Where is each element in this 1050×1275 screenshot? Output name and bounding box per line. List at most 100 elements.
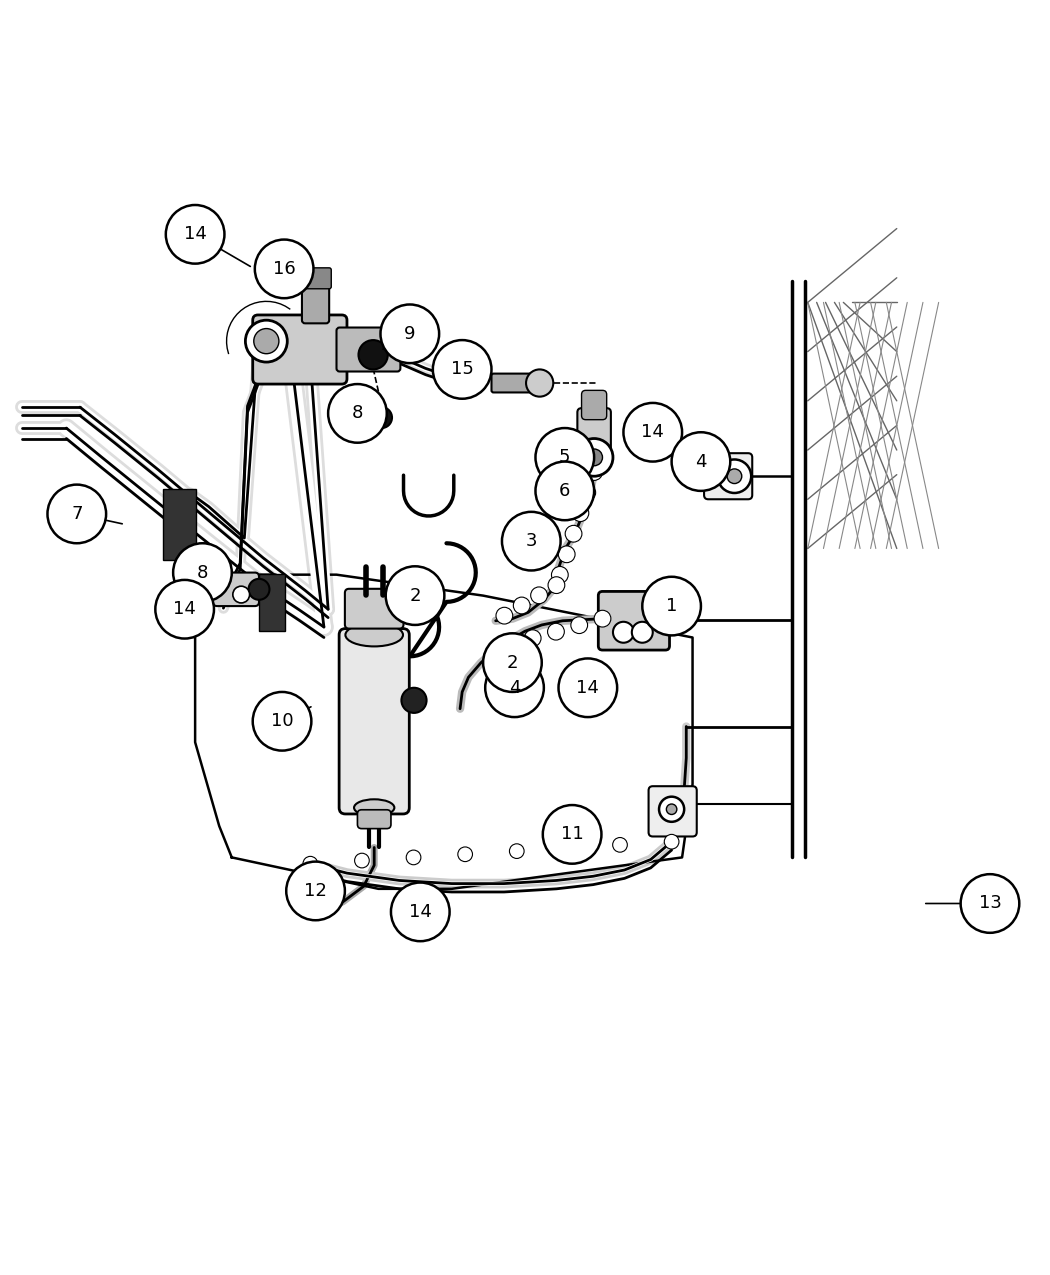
Circle shape: [624, 403, 682, 462]
Circle shape: [255, 240, 314, 298]
Circle shape: [328, 384, 386, 442]
Circle shape: [253, 692, 312, 751]
Text: 16: 16: [273, 260, 295, 278]
Text: 4: 4: [509, 678, 521, 696]
Bar: [163, 488, 196, 560]
Circle shape: [355, 853, 370, 868]
Circle shape: [406, 850, 421, 864]
Circle shape: [718, 459, 751, 493]
Circle shape: [358, 340, 387, 370]
Ellipse shape: [345, 623, 403, 646]
Circle shape: [543, 805, 602, 863]
Circle shape: [173, 543, 232, 602]
Text: 12: 12: [304, 882, 327, 900]
Text: 4: 4: [695, 453, 707, 470]
Circle shape: [572, 505, 589, 521]
Circle shape: [594, 611, 611, 627]
Text: 8: 8: [196, 564, 208, 581]
Circle shape: [526, 370, 553, 397]
Text: 2: 2: [410, 586, 421, 604]
Circle shape: [155, 580, 214, 639]
Circle shape: [502, 511, 561, 570]
FancyBboxPatch shape: [649, 787, 697, 836]
Circle shape: [249, 579, 270, 599]
FancyBboxPatch shape: [705, 453, 752, 500]
Circle shape: [513, 597, 530, 613]
Circle shape: [536, 462, 594, 520]
Circle shape: [571, 617, 588, 634]
Circle shape: [380, 305, 439, 363]
Circle shape: [586, 449, 603, 465]
FancyBboxPatch shape: [491, 374, 536, 393]
Circle shape: [391, 882, 449, 941]
Text: 3: 3: [526, 532, 537, 550]
Circle shape: [672, 432, 730, 491]
Circle shape: [509, 844, 524, 858]
FancyBboxPatch shape: [344, 589, 403, 629]
Circle shape: [565, 525, 582, 542]
FancyBboxPatch shape: [253, 315, 346, 384]
Text: 14: 14: [576, 678, 600, 696]
FancyBboxPatch shape: [213, 572, 259, 606]
Ellipse shape: [354, 799, 395, 816]
Circle shape: [536, 428, 594, 487]
Text: 14: 14: [408, 903, 432, 921]
Circle shape: [530, 586, 547, 603]
Text: 8: 8: [352, 404, 363, 422]
Bar: [259, 574, 286, 631]
Text: 5: 5: [559, 449, 570, 467]
Text: 14: 14: [173, 601, 196, 618]
Circle shape: [586, 464, 603, 481]
Circle shape: [385, 566, 444, 625]
FancyBboxPatch shape: [300, 268, 331, 288]
FancyBboxPatch shape: [598, 592, 670, 650]
Circle shape: [401, 687, 426, 713]
Circle shape: [659, 797, 685, 822]
Circle shape: [254, 329, 279, 353]
FancyBboxPatch shape: [578, 408, 611, 464]
Circle shape: [551, 566, 568, 583]
Circle shape: [483, 634, 542, 692]
Circle shape: [496, 607, 512, 623]
Circle shape: [433, 340, 491, 399]
Circle shape: [559, 658, 617, 717]
Text: 7: 7: [71, 505, 83, 523]
Circle shape: [613, 622, 634, 643]
FancyBboxPatch shape: [302, 277, 329, 324]
Circle shape: [727, 469, 741, 483]
FancyBboxPatch shape: [339, 629, 410, 813]
Circle shape: [246, 320, 288, 362]
Circle shape: [547, 623, 564, 640]
Text: 9: 9: [404, 325, 416, 343]
Circle shape: [612, 838, 627, 852]
Text: 11: 11: [561, 825, 584, 843]
Circle shape: [561, 840, 575, 856]
Circle shape: [47, 484, 106, 543]
Circle shape: [501, 636, 518, 653]
Circle shape: [575, 439, 613, 477]
FancyBboxPatch shape: [582, 390, 607, 419]
Circle shape: [665, 834, 679, 849]
Circle shape: [371, 407, 392, 428]
Circle shape: [632, 622, 653, 643]
Circle shape: [579, 484, 595, 501]
Circle shape: [961, 875, 1020, 933]
Circle shape: [303, 857, 318, 871]
Circle shape: [643, 576, 701, 635]
FancyBboxPatch shape: [357, 810, 391, 829]
Text: 14: 14: [642, 423, 665, 441]
Circle shape: [166, 205, 225, 264]
Text: 14: 14: [184, 226, 207, 244]
Circle shape: [559, 546, 575, 562]
Circle shape: [458, 847, 472, 862]
Text: 13: 13: [979, 895, 1002, 913]
Circle shape: [287, 862, 344, 921]
Circle shape: [548, 576, 565, 594]
Circle shape: [524, 630, 541, 646]
Text: 2: 2: [507, 654, 519, 672]
Text: 6: 6: [559, 482, 570, 500]
Text: 1: 1: [666, 597, 677, 615]
Circle shape: [667, 805, 677, 815]
Circle shape: [233, 586, 250, 603]
Text: 10: 10: [271, 713, 293, 731]
